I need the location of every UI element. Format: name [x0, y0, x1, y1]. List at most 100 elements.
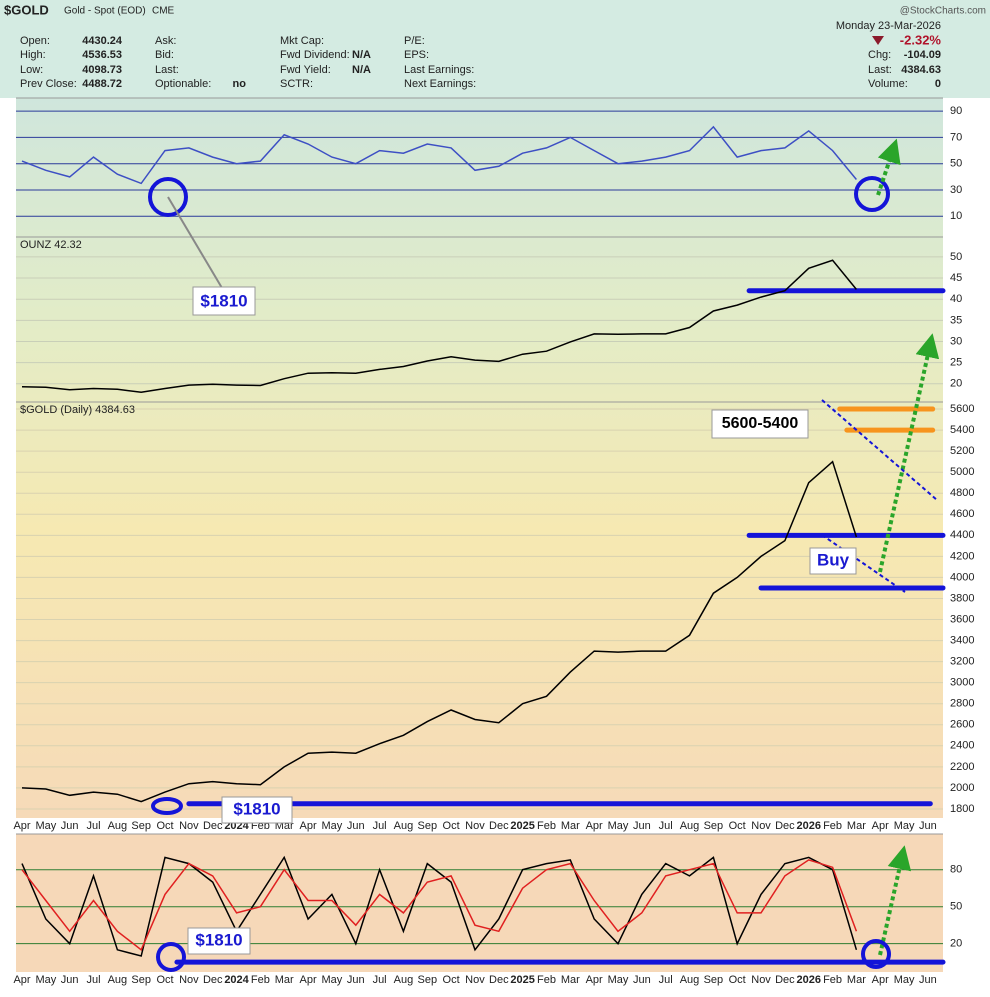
- x-tick-label: Sep: [704, 974, 724, 986]
- x-tick-label: Oct: [156, 974, 173, 986]
- annotation: 5600-5400: [722, 415, 799, 432]
- x-tick-label: Sep: [417, 820, 437, 832]
- x-tick-label: Apr: [872, 820, 889, 832]
- x-tick-label: Jun: [633, 974, 651, 986]
- field-value: 4488.72: [82, 78, 122, 90]
- y-tick-label: 50: [950, 901, 962, 913]
- trend-line: [821, 399, 938, 501]
- y-tick-label: 2200: [950, 761, 974, 773]
- field-label: Low:: [20, 64, 43, 76]
- y-tick-label: 4600: [950, 508, 974, 520]
- field-label: Prev Close:: [20, 78, 77, 90]
- annotation: Buy: [817, 550, 850, 569]
- circle: [854, 176, 890, 212]
- y-tick-label: 3200: [950, 656, 974, 668]
- y-tick-label: 70: [950, 131, 962, 143]
- x-tick-label: May: [894, 974, 915, 986]
- y-tick-label: 5600: [950, 403, 974, 415]
- circle: [151, 797, 183, 815]
- x-tick-label: Feb: [823, 820, 842, 832]
- x-tick-label: Jul: [659, 974, 673, 986]
- x-tick-label: Nov: [179, 974, 199, 986]
- x-tick-label: 2025: [510, 820, 534, 832]
- x-tick-label: Sep: [131, 820, 151, 832]
- y-tick-label: 1800: [950, 803, 974, 815]
- x-tick-label: Nov: [751, 974, 771, 986]
- x-tick-label: Jun: [61, 820, 79, 832]
- x-tick-label: Apr: [586, 820, 603, 832]
- name: Gold - Spot (EOD): [64, 6, 146, 17]
- field-label: Mkt Cap:: [280, 35, 324, 47]
- change-pct: -2.32%: [900, 32, 942, 47]
- x-tick-label: Aug: [108, 974, 128, 986]
- field-value: N/A: [352, 64, 371, 76]
- field-label: Volume:: [868, 78, 908, 90]
- y-tick-label: 3600: [950, 613, 974, 625]
- source: @StockCharts.com: [900, 6, 986, 17]
- y-tick-label: 2400: [950, 740, 974, 752]
- annotation: $1810: [233, 799, 280, 818]
- x-tick-label: Feb: [251, 974, 270, 986]
- date: Monday 23-Mar-2026: [836, 20, 941, 32]
- x-tick-label: Mar: [561, 820, 580, 832]
- x-tick-label: Apr: [13, 974, 30, 986]
- x-tick-label: Apr: [300, 820, 317, 832]
- x-tick-label: Jul: [373, 974, 387, 986]
- label-box: [192, 286, 256, 316]
- y-tick-label: 20: [950, 938, 962, 950]
- series-line: [21, 125, 857, 185]
- x-tick-label: May: [35, 974, 56, 986]
- y-tick-label: 50: [950, 158, 962, 170]
- x-tick-label: 2026: [796, 820, 820, 832]
- header-bg: [0, 0, 990, 98]
- x-tick-label: Aug: [394, 974, 414, 986]
- series-line: [21, 460, 858, 803]
- panel-bg: [16, 98, 943, 818]
- y-tick-label: 3000: [950, 677, 974, 689]
- field-label: Chg:: [868, 49, 891, 61]
- annotation: $1810: [195, 930, 242, 949]
- field-label: Optionable:: [155, 78, 211, 90]
- field-value: N/A: [352, 49, 371, 61]
- x-tick-label: Mar: [275, 974, 294, 986]
- x-tick-label: Apr: [300, 974, 317, 986]
- exchange: CME: [152, 6, 175, 17]
- x-tick-label: Dec: [775, 974, 795, 986]
- field-label: Bid:: [155, 49, 174, 61]
- label-box: [711, 409, 809, 439]
- x-tick-label: Feb: [537, 820, 556, 832]
- x-tick-label: Aug: [680, 974, 700, 986]
- y-tick-label: 4400: [950, 529, 974, 541]
- field-value: 4430.24: [82, 35, 123, 47]
- circle: [861, 939, 891, 969]
- x-tick-label: Dec: [203, 974, 223, 986]
- circle: [148, 177, 188, 217]
- y-tick-label: 3400: [950, 634, 974, 646]
- y-tick-label: 4800: [950, 487, 974, 499]
- x-tick-label: Jun: [919, 974, 937, 986]
- y-tick-label: 3800: [950, 592, 974, 604]
- x-tick-label: Jun: [919, 820, 937, 832]
- y-tick-label: 35: [950, 314, 962, 326]
- y-tick-label: 10: [950, 210, 962, 222]
- x-tick-label: May: [322, 974, 343, 986]
- x-tick-label: Dec: [775, 820, 795, 832]
- label-box: [187, 927, 251, 955]
- x-tick-label: Aug: [108, 820, 128, 832]
- x-tick-label: Jun: [347, 974, 365, 986]
- field-label: Open:: [20, 35, 50, 47]
- series-line: [21, 259, 857, 394]
- x-tick-label: Oct: [443, 820, 460, 832]
- field-value: 4098.73: [82, 64, 122, 76]
- x-tick-label: Feb: [537, 974, 556, 986]
- x-tick-label: Mar: [847, 820, 866, 832]
- x-tick-label: Feb: [823, 974, 842, 986]
- y-tick-label: 30: [950, 184, 962, 196]
- y-tick-label: 20: [950, 378, 962, 390]
- field-label: Last:: [868, 64, 892, 76]
- x-tick-label: Dec: [203, 820, 223, 832]
- x-tick-label: May: [608, 820, 629, 832]
- x-tick-label: Jun: [633, 820, 651, 832]
- series-line: [21, 859, 858, 951]
